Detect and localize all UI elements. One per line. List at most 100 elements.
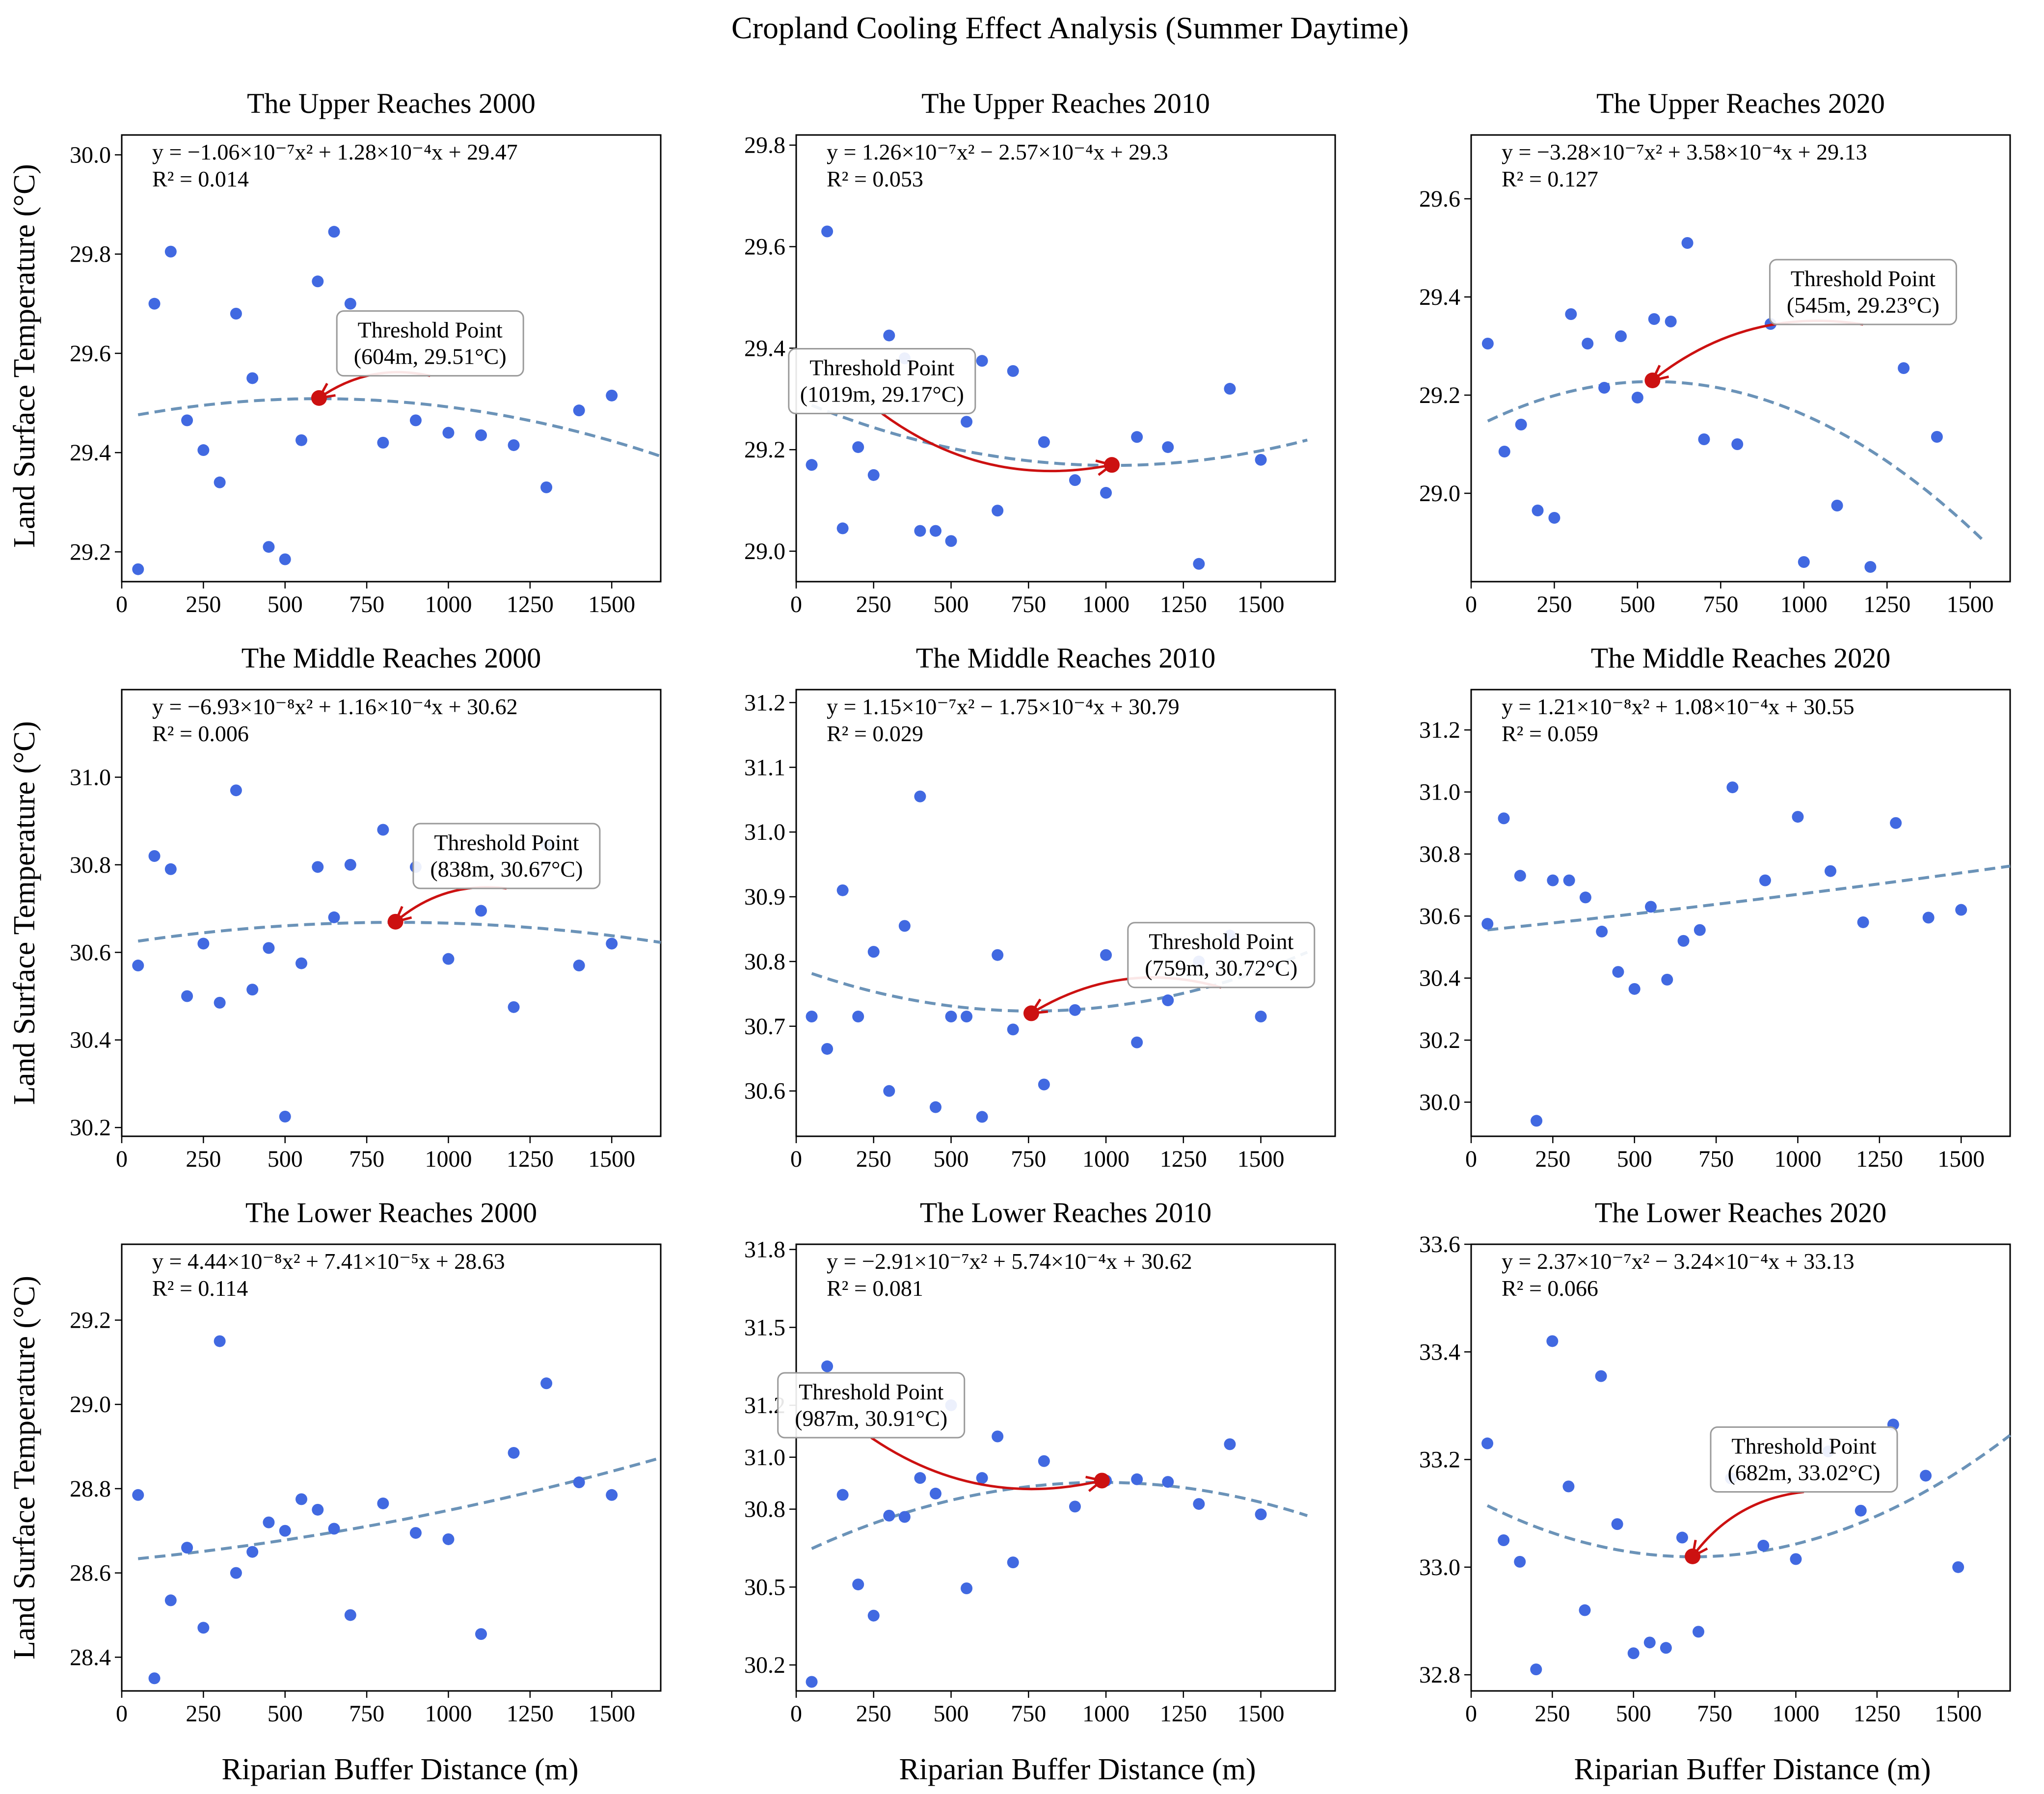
data-point	[377, 824, 389, 836]
axes-frame	[121, 134, 662, 583]
data-point	[1890, 817, 1902, 829]
y-tick-label: 30.8	[744, 949, 785, 975]
y-tick-label: 30.0	[1419, 1089, 1460, 1115]
data-point	[508, 1446, 520, 1459]
data-point	[312, 861, 324, 873]
x-tick-label: 1500	[1237, 591, 1285, 617]
data-point	[1612, 966, 1624, 978]
y-tick-label: 31.0	[744, 819, 785, 845]
threshold-label: Threshold Point	[1149, 929, 1293, 954]
y-tick-label: 28.6	[70, 1560, 111, 1586]
x-tick-label: 1000	[1780, 591, 1828, 617]
data-point	[867, 469, 880, 481]
data-point	[806, 1011, 818, 1023]
data-point	[1563, 874, 1575, 886]
data-point	[1611, 1518, 1623, 1530]
x-tick-label: 1250	[507, 1701, 554, 1727]
axes-frame	[1470, 134, 2011, 583]
fit-equation: y = −6.93×10⁻⁸x² + 1.16×10⁻⁴x + 30.62	[152, 694, 518, 719]
x-tick-label: 1000	[425, 1701, 472, 1727]
x-tick-label: 750	[1698, 1146, 1734, 1172]
x-tick-label: 750	[1697, 1701, 1732, 1727]
data-point	[1007, 365, 1019, 377]
x-tick-label: 750	[349, 1146, 384, 1172]
x-tick-label: 500	[934, 1701, 969, 1727]
y-tick-label: 30.2	[70, 1115, 111, 1141]
data-point	[1532, 505, 1544, 516]
data-point	[976, 1111, 988, 1123]
x-tick-label: 1500	[588, 591, 635, 617]
x-tick-label: 500	[1616, 1701, 1651, 1727]
data-point	[929, 1487, 941, 1499]
data-point	[214, 476, 226, 488]
data-point	[573, 404, 585, 417]
x-tick-label: 250	[1536, 591, 1572, 617]
r-squared: R² = 0.127	[1502, 166, 1598, 191]
figure-title: Cropland Cooling Effect Analysis (Summer…	[731, 10, 1409, 45]
x-tick-label: 0	[790, 1701, 802, 1727]
data-point	[1615, 330, 1627, 342]
threshold-arrow	[395, 886, 507, 923]
data-point	[961, 1582, 973, 1595]
data-point	[540, 1377, 553, 1390]
data-point	[1481, 338, 1494, 349]
threshold-value: (604m, 29.51°C)	[354, 344, 507, 369]
x-tick-label: 500	[268, 591, 303, 617]
panel-2: The Upper Reaches 2010 0 250 500 750 1000 1250…	[744, 87, 1336, 617]
x-tick-label: 1500	[1935, 1701, 1982, 1727]
fit-equation: y = 1.21×10⁻⁸x² + 1.08×10⁻⁴x + 30.55	[1502, 694, 1855, 719]
data-point	[1665, 316, 1677, 327]
data-point	[1038, 1455, 1050, 1467]
panel-4: The Middle Reaches 2000 0 250 500 750 1000 125…	[70, 642, 662, 1172]
data-point	[328, 226, 340, 238]
data-point	[1681, 237, 1694, 249]
data-point	[821, 1043, 834, 1055]
data-point	[1515, 419, 1527, 430]
data-point	[214, 996, 226, 1009]
x-tick-label: 1000	[1082, 1701, 1130, 1727]
data-point	[1481, 1437, 1494, 1449]
data-point	[1726, 781, 1739, 794]
data-point	[1007, 1556, 1019, 1569]
data-point	[263, 1516, 275, 1528]
data-point	[1100, 949, 1112, 961]
data-point	[540, 481, 553, 493]
threshold-value: (838m, 30.67°C)	[430, 857, 583, 882]
data-point	[945, 535, 957, 547]
data-point	[1038, 436, 1050, 448]
x-tick-label: 0	[116, 1146, 128, 1172]
data-point	[132, 1489, 144, 1501]
data-point	[1627, 1647, 1640, 1660]
fit-equation: y = 4.44×10⁻⁸x² + 7.41×10⁻⁵x + 28.63	[152, 1249, 505, 1274]
y-tick-label: 29.2	[70, 539, 111, 565]
y-tick-label: 31.0	[744, 1445, 785, 1471]
data-point	[1864, 561, 1877, 573]
threshold-point	[311, 390, 327, 406]
data-point	[992, 505, 1004, 517]
data-point	[898, 1511, 911, 1523]
y-tick-label: 29.4	[1419, 284, 1460, 310]
x-axis-label-col-2: Riparian Buffer Distance (m)	[899, 1753, 1256, 1786]
data-point	[296, 957, 307, 969]
threshold-label: Threshold Point	[358, 318, 503, 343]
data-point	[197, 937, 210, 950]
data-point	[164, 1594, 177, 1607]
fit-equation: y = −3.28×10⁻⁷x² + 3.58×10⁻⁴x + 29.13	[1502, 139, 1867, 164]
data-point	[377, 436, 389, 449]
y-tick-label: 30.7	[744, 1014, 785, 1040]
data-point	[409, 414, 422, 427]
data-point	[1069, 474, 1081, 486]
data-point	[1131, 1036, 1143, 1048]
y-axis-labels: Land Surface Temperature (°C) Land Surfa…	[8, 164, 41, 1660]
y-tick-label: 28.8	[70, 1476, 111, 1502]
data-point	[279, 553, 291, 565]
data-point	[852, 1011, 864, 1023]
x-tick-label: 1000	[1772, 1701, 1819, 1727]
threshold-arrow	[870, 1436, 1103, 1491]
data-point	[1898, 362, 1910, 374]
y-tick-label: 29.0	[70, 1392, 111, 1418]
data-point	[1660, 1642, 1672, 1654]
data-point	[230, 1567, 242, 1579]
x-tick-label: 0	[1465, 1146, 1477, 1172]
